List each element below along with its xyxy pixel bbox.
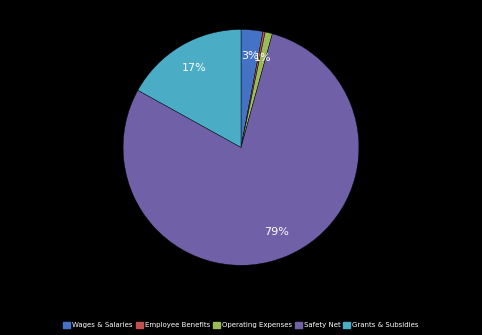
Wedge shape [241, 31, 265, 147]
Text: 79%: 79% [264, 227, 289, 237]
Wedge shape [241, 32, 272, 147]
Text: 3%: 3% [241, 51, 258, 61]
Text: 1%: 1% [254, 53, 271, 63]
Text: 17%: 17% [182, 63, 207, 73]
Wedge shape [138, 29, 241, 147]
Legend: Wages & Salaries, Employee Benefits, Operating Expenses, Safety Net, Grants & Su: Wages & Salaries, Employee Benefits, Ope… [62, 321, 420, 330]
Wedge shape [241, 29, 263, 147]
Wedge shape [123, 34, 359, 265]
